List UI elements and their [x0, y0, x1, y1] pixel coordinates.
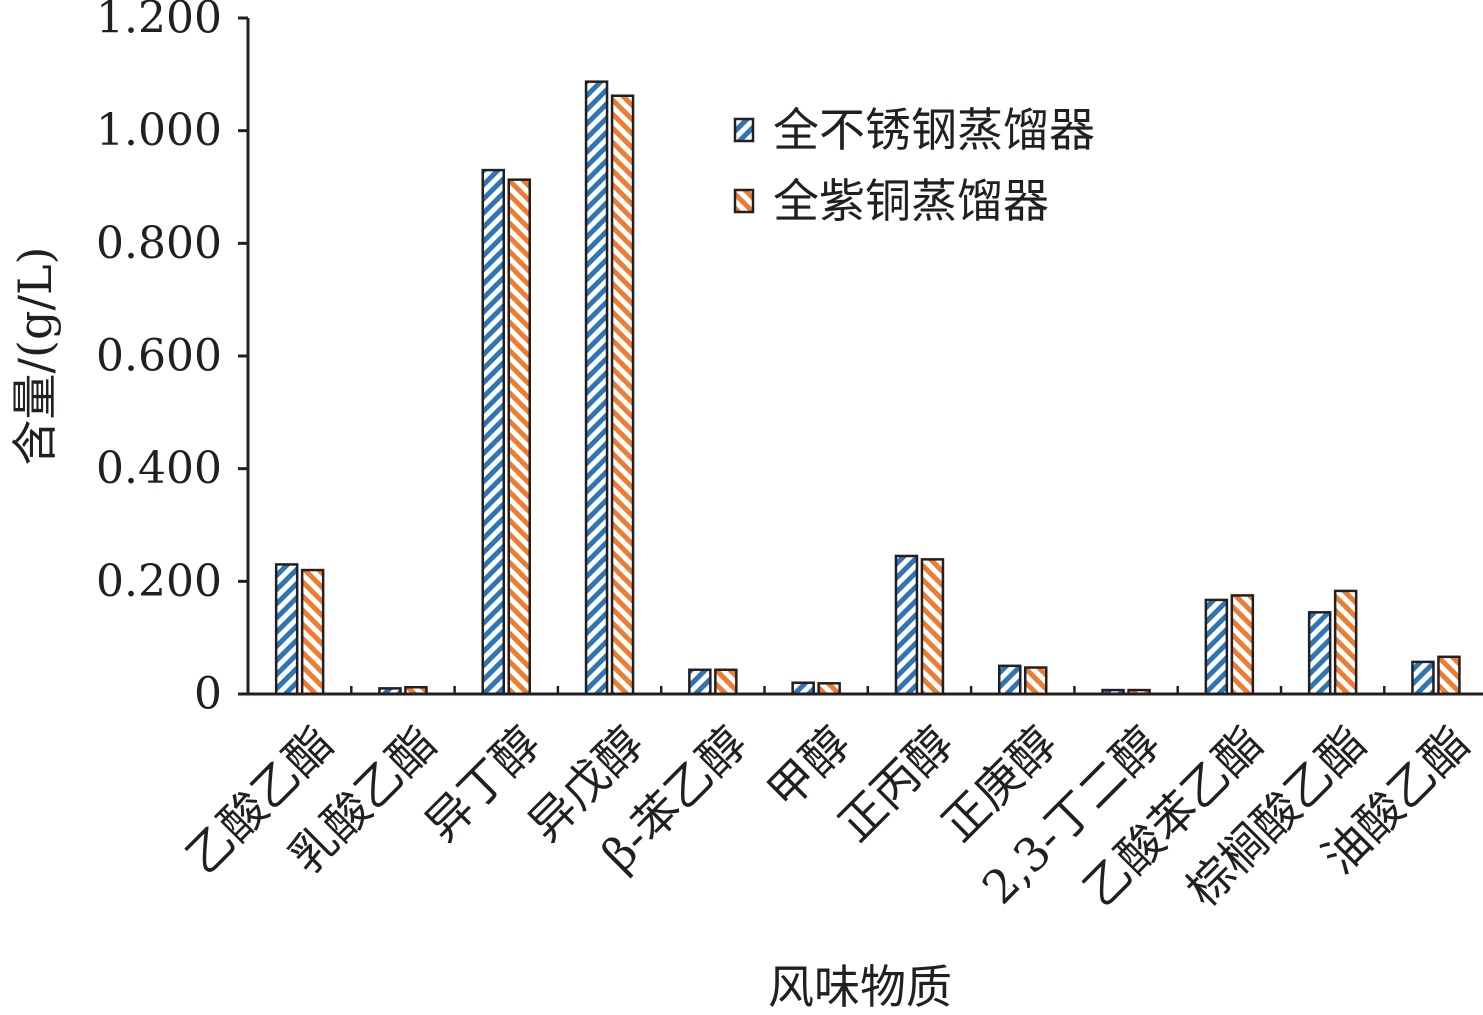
y-tick-label: 0.600	[96, 331, 222, 382]
bar-copper-10	[1333, 589, 1358, 696]
bar-stainless-7	[998, 664, 1022, 696]
y-axis-title: 含量/(g/L)	[8, 247, 62, 466]
bar-copper-3	[610, 94, 635, 696]
y-tick-label: 1.000	[96, 105, 222, 156]
y-tick-label: 0.200	[96, 556, 222, 607]
bar-copper-9	[1230, 594, 1255, 696]
bar-copper-5	[817, 682, 841, 696]
bars-layer	[274, 80, 1461, 696]
legend-swatch-copper	[733, 188, 755, 214]
bar-stainless-5	[791, 681, 815, 696]
bar-copper-4	[714, 668, 738, 696]
legend-swatch-stainless	[733, 117, 755, 143]
bar-copper-7	[1024, 666, 1048, 696]
legend-item-stainless: 全不锈钢蒸馏器	[733, 103, 1095, 157]
y-tick-label: 0.400	[96, 443, 222, 494]
bar-stainless-6	[894, 554, 919, 696]
bar-copper-11	[1437, 655, 1461, 696]
y-tick-label: 0	[194, 669, 222, 720]
x-axis-title: 风味物质	[768, 960, 952, 1014]
x-tick-label: 正丙醇	[828, 716, 964, 852]
y-tick-label: 1.200	[96, 0, 222, 44]
y-ticks-layer: 0 0.200 0.400 0.600 0.800 1.000 1.200	[96, 0, 248, 720]
x-tick-label: 异丁醇	[415, 716, 551, 852]
bar-stainless-0	[274, 563, 299, 696]
bar-copper-0	[300, 568, 325, 696]
legend-label-stainless: 全不锈钢蒸馏器	[773, 103, 1095, 157]
bar-stainless-10	[1307, 611, 1332, 696]
legend: 全不锈钢蒸馏器 全紫铜蒸馏器	[733, 103, 1095, 228]
legend-item-copper: 全紫铜蒸馏器	[733, 174, 1049, 228]
bar-copper-6	[920, 558, 945, 696]
bar-stainless-4	[688, 668, 712, 696]
legend-label-copper: 全紫铜蒸馏器	[773, 174, 1049, 228]
y-tick-label: 0.800	[96, 218, 222, 269]
bar-copper-2	[507, 178, 531, 696]
bar-stainless-9	[1204, 598, 1229, 696]
bar-stainless-3	[584, 80, 609, 696]
bar-stainless-2	[481, 168, 505, 696]
bar-stainless-11	[1411, 660, 1435, 696]
